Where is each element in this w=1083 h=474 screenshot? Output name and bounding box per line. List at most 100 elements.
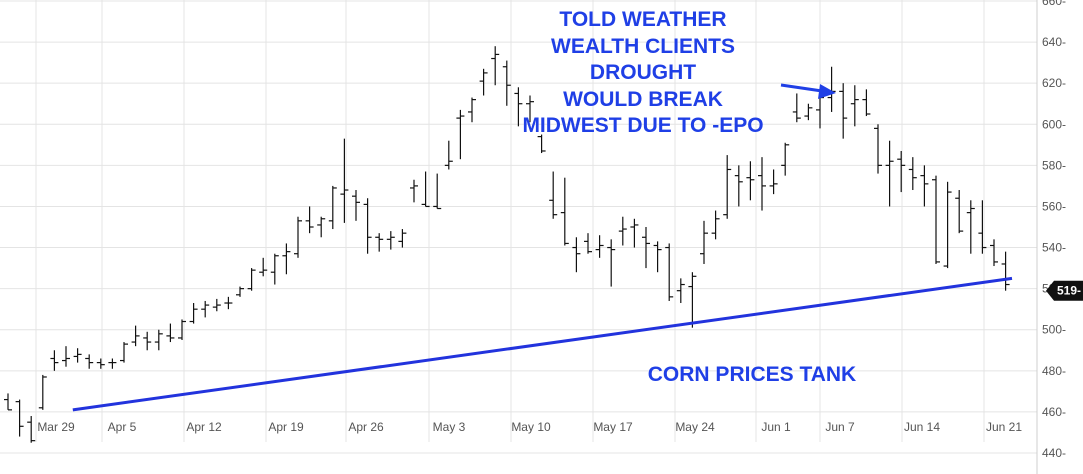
ohlc-bar — [700, 220, 708, 264]
trendline-group — [72, 276, 1013, 412]
x-tick-label: May 24 — [675, 420, 715, 434]
ohlc-bar — [549, 171, 558, 219]
ohlc-bar — [839, 83, 848, 139]
ohlc-bar — [247, 268, 256, 291]
ohlc-bar — [607, 239, 616, 287]
y-tick-label: 640- — [1042, 35, 1066, 49]
current-price-tag: 519- — [1046, 280, 1083, 301]
x-tick-label: Apr 12 — [186, 420, 222, 434]
ohlc-bar — [154, 329, 163, 351]
ohlc-bar — [386, 231, 395, 250]
ohlc-bar — [212, 298, 221, 312]
x-tick-label: Jun 7 — [825, 420, 855, 434]
ohlc-bar — [282, 243, 291, 275]
annotation-line: MIDWEST DUE TO -EPO — [522, 114, 763, 137]
support-trendline — [72, 276, 1013, 412]
ohlc-bar — [792, 93, 801, 123]
y-tick-label: 580- — [1042, 158, 1066, 172]
ohlc-bar — [630, 218, 639, 248]
x-tick-label: Jun 14 — [904, 420, 940, 434]
x-tick-label: May 10 — [511, 420, 551, 434]
ohlc-bar — [73, 348, 82, 363]
ohlc-bar — [50, 350, 59, 371]
ohlc-bar — [850, 85, 859, 127]
ohlc-bar — [908, 157, 917, 191]
ohlc-bar — [340, 138, 349, 223]
ohlc-bar — [15, 399, 24, 437]
x-tick-label: Apr 26 — [348, 420, 384, 434]
ohlc-bar — [410, 179, 418, 203]
ohlc-bar — [526, 95, 534, 123]
ohlc-bar — [433, 173, 442, 210]
ohlc-bar — [352, 190, 360, 221]
annotation-line: DROUGHT — [590, 61, 696, 84]
ohlc-bar — [491, 46, 500, 86]
ohlc-bar — [746, 161, 755, 201]
ohlc-bar — [943, 181, 952, 269]
price-bars — [4, 46, 1010, 443]
ohlc-bar — [711, 210, 720, 240]
ohlc-bar — [816, 93, 824, 129]
ohlc-bar — [990, 239, 998, 267]
annotation-line: CORN PRICES TANK — [648, 363, 856, 386]
ohlc-bar — [120, 342, 128, 363]
ohlc-bar — [108, 358, 117, 369]
ohlc-bar — [27, 416, 36, 443]
ohlc-bar — [456, 109, 465, 160]
ohlc-bar — [885, 140, 894, 207]
ohlc-bar — [514, 87, 523, 127]
y-tick-label: 600- — [1042, 117, 1066, 131]
ohlc-bar — [595, 235, 604, 258]
ohlc-bar — [317, 216, 326, 238]
ohlc-bar — [38, 374, 47, 410]
ohlc-bar — [421, 171, 430, 208]
y-tick-label: 540- — [1042, 241, 1066, 255]
ohlc-bar — [270, 253, 279, 285]
ohlc-bar — [874, 124, 882, 174]
grid — [0, 0, 1038, 474]
ohlc-bar — [804, 103, 813, 121]
ohlc-bar — [444, 140, 453, 170]
ohlc-bar — [236, 286, 244, 297]
ohlc-bar — [560, 177, 569, 246]
ohlc-bar — [758, 157, 766, 211]
y-tick-label: 500- — [1042, 323, 1066, 337]
x-tick-label: Jun 1 — [761, 420, 791, 434]
ohlc-bar — [85, 354, 94, 369]
price-tag-shape — [1046, 280, 1083, 301]
ohlc-bar — [862, 89, 871, 117]
y-tick-label: 660- — [1042, 0, 1066, 8]
ohlc-bar — [537, 134, 546, 154]
ohlc-bar — [781, 142, 790, 176]
y-tick-label: 480- — [1042, 364, 1066, 378]
ohlc-bar — [4, 393, 12, 411]
ohlc-bar — [363, 198, 372, 254]
ohlc-bar — [978, 200, 987, 254]
x-tick-label: May 3 — [433, 420, 466, 434]
x-tick-label: May 17 — [593, 420, 633, 434]
ohlc-bar — [294, 216, 302, 258]
x-tick-label: Apr 5 — [108, 420, 137, 434]
ohlc-bar — [96, 358, 105, 369]
ohlc-bar — [723, 155, 732, 219]
ohlc-bar — [479, 68, 488, 96]
x-axis: Mar 29 Apr 5 Apr 12 Apr 19 Apr 26 May 3 May 10… — [37, 420, 1022, 434]
ohlc-bar — [398, 229, 407, 248]
x-tick-label: Mar 29 — [37, 420, 75, 434]
annotation-line: WOULD BREAK — [563, 88, 723, 111]
ohlc-bar — [676, 278, 685, 304]
ohlc-bar — [143, 331, 152, 351]
ohlc-bar — [572, 237, 581, 273]
ohlc-bar — [328, 185, 337, 230]
ohlc-bar — [259, 257, 268, 277]
ohlc-bar — [642, 227, 650, 269]
ohlc-bar — [897, 150, 906, 193]
annotation-line: WEALTH CLIENTS — [551, 35, 735, 58]
y-tick-label: 620- — [1042, 76, 1066, 90]
annotations: TOLD WEATHER WEALTH CLIENTS DROUGHT WOULD B… — [522, 8, 856, 386]
ohlc-bar — [955, 190, 964, 234]
ohlc-bar — [166, 323, 175, 343]
ohlc-bar — [932, 175, 940, 264]
ohlc-bar — [131, 325, 140, 347]
